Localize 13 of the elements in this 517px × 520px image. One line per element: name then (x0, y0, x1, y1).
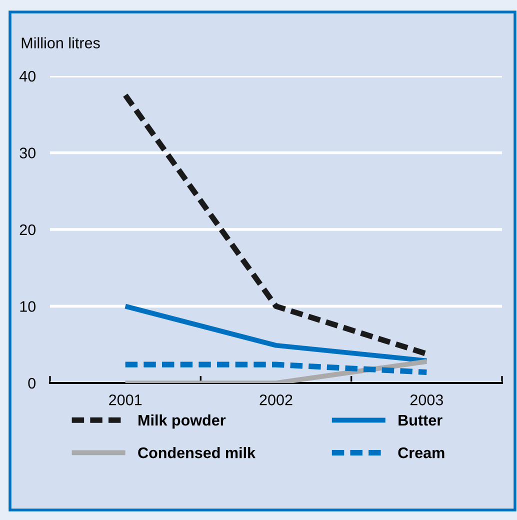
x-tick-label: 2001 (109, 394, 142, 406)
y-axis-title: Million litres (22, 37, 100, 48)
y-tick-label: 20 (20, 224, 36, 236)
legend-label: Milk powder (138, 414, 226, 429)
y-tick-label: 10 (20, 301, 36, 312)
legend-label: Butter (398, 414, 442, 426)
y-tick-label: 0 (28, 378, 36, 389)
y-tick-label: 30 (20, 148, 36, 158)
legend-label: Cream (398, 447, 444, 458)
x-tick-label: 2002 (260, 394, 292, 406)
legend-label: Condensed milk (138, 447, 256, 458)
y-tick-label: 40 (19, 70, 36, 82)
x-tick-label: 2003 (410, 394, 443, 406)
